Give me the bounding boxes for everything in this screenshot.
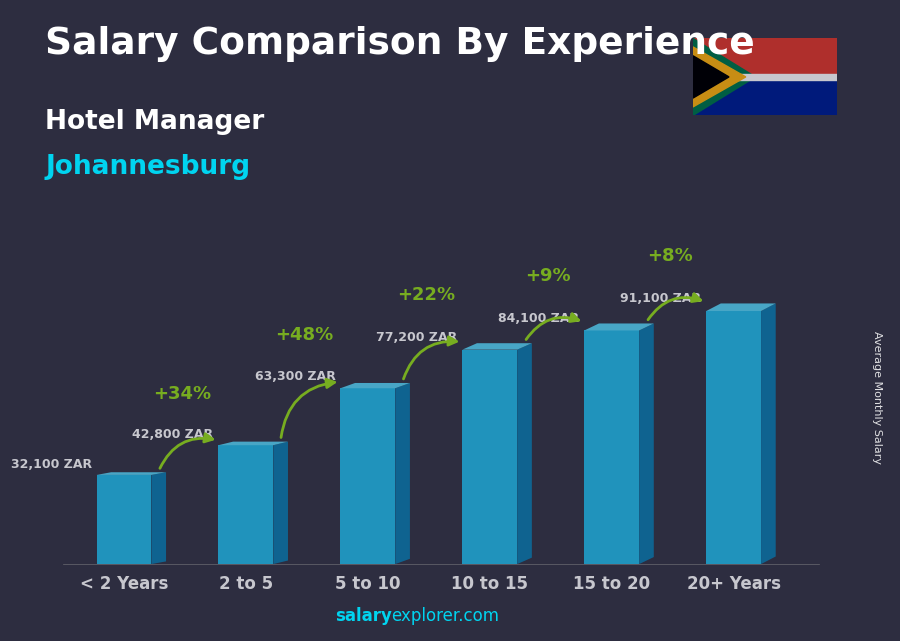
Text: +48%: +48% bbox=[275, 326, 334, 344]
Bar bbox=[693, 77, 837, 115]
Bar bbox=[706, 311, 761, 564]
Text: +8%: +8% bbox=[647, 247, 693, 265]
Polygon shape bbox=[584, 324, 653, 331]
Text: Salary Comparison By Experience: Salary Comparison By Experience bbox=[45, 26, 755, 62]
Polygon shape bbox=[706, 303, 776, 311]
Polygon shape bbox=[96, 472, 166, 475]
Polygon shape bbox=[340, 383, 410, 388]
Text: 84,100 ZAR: 84,100 ZAR bbox=[499, 312, 580, 325]
Text: +22%: +22% bbox=[397, 287, 455, 304]
Polygon shape bbox=[395, 383, 410, 564]
Text: Average Monthly Salary: Average Monthly Salary bbox=[872, 331, 883, 464]
Polygon shape bbox=[518, 343, 532, 564]
Bar bbox=[96, 475, 151, 564]
Polygon shape bbox=[693, 47, 746, 107]
Text: Hotel Manager: Hotel Manager bbox=[45, 109, 265, 135]
Text: 42,800 ZAR: 42,800 ZAR bbox=[132, 428, 213, 441]
Polygon shape bbox=[463, 343, 532, 349]
Text: +9%: +9% bbox=[526, 267, 572, 285]
Text: 63,300 ZAR: 63,300 ZAR bbox=[255, 370, 336, 383]
Text: 91,100 ZAR: 91,100 ZAR bbox=[620, 292, 701, 305]
Text: +34%: +34% bbox=[153, 385, 211, 403]
Polygon shape bbox=[274, 442, 288, 564]
Bar bbox=[340, 388, 395, 564]
Polygon shape bbox=[761, 303, 776, 564]
Bar bbox=[693, 38, 837, 77]
Polygon shape bbox=[219, 442, 288, 445]
Bar bbox=[693, 74, 837, 80]
Bar bbox=[219, 445, 274, 564]
Polygon shape bbox=[151, 472, 166, 564]
Text: salary: salary bbox=[335, 607, 392, 625]
Polygon shape bbox=[693, 38, 755, 115]
Bar bbox=[584, 331, 639, 564]
Text: 77,200 ZAR: 77,200 ZAR bbox=[376, 331, 457, 344]
Text: Johannesburg: Johannesburg bbox=[45, 154, 250, 180]
Text: 32,100 ZAR: 32,100 ZAR bbox=[11, 458, 92, 471]
Text: explorer.com: explorer.com bbox=[392, 607, 500, 625]
Polygon shape bbox=[639, 324, 653, 564]
Polygon shape bbox=[693, 56, 729, 98]
Bar bbox=[463, 349, 518, 564]
